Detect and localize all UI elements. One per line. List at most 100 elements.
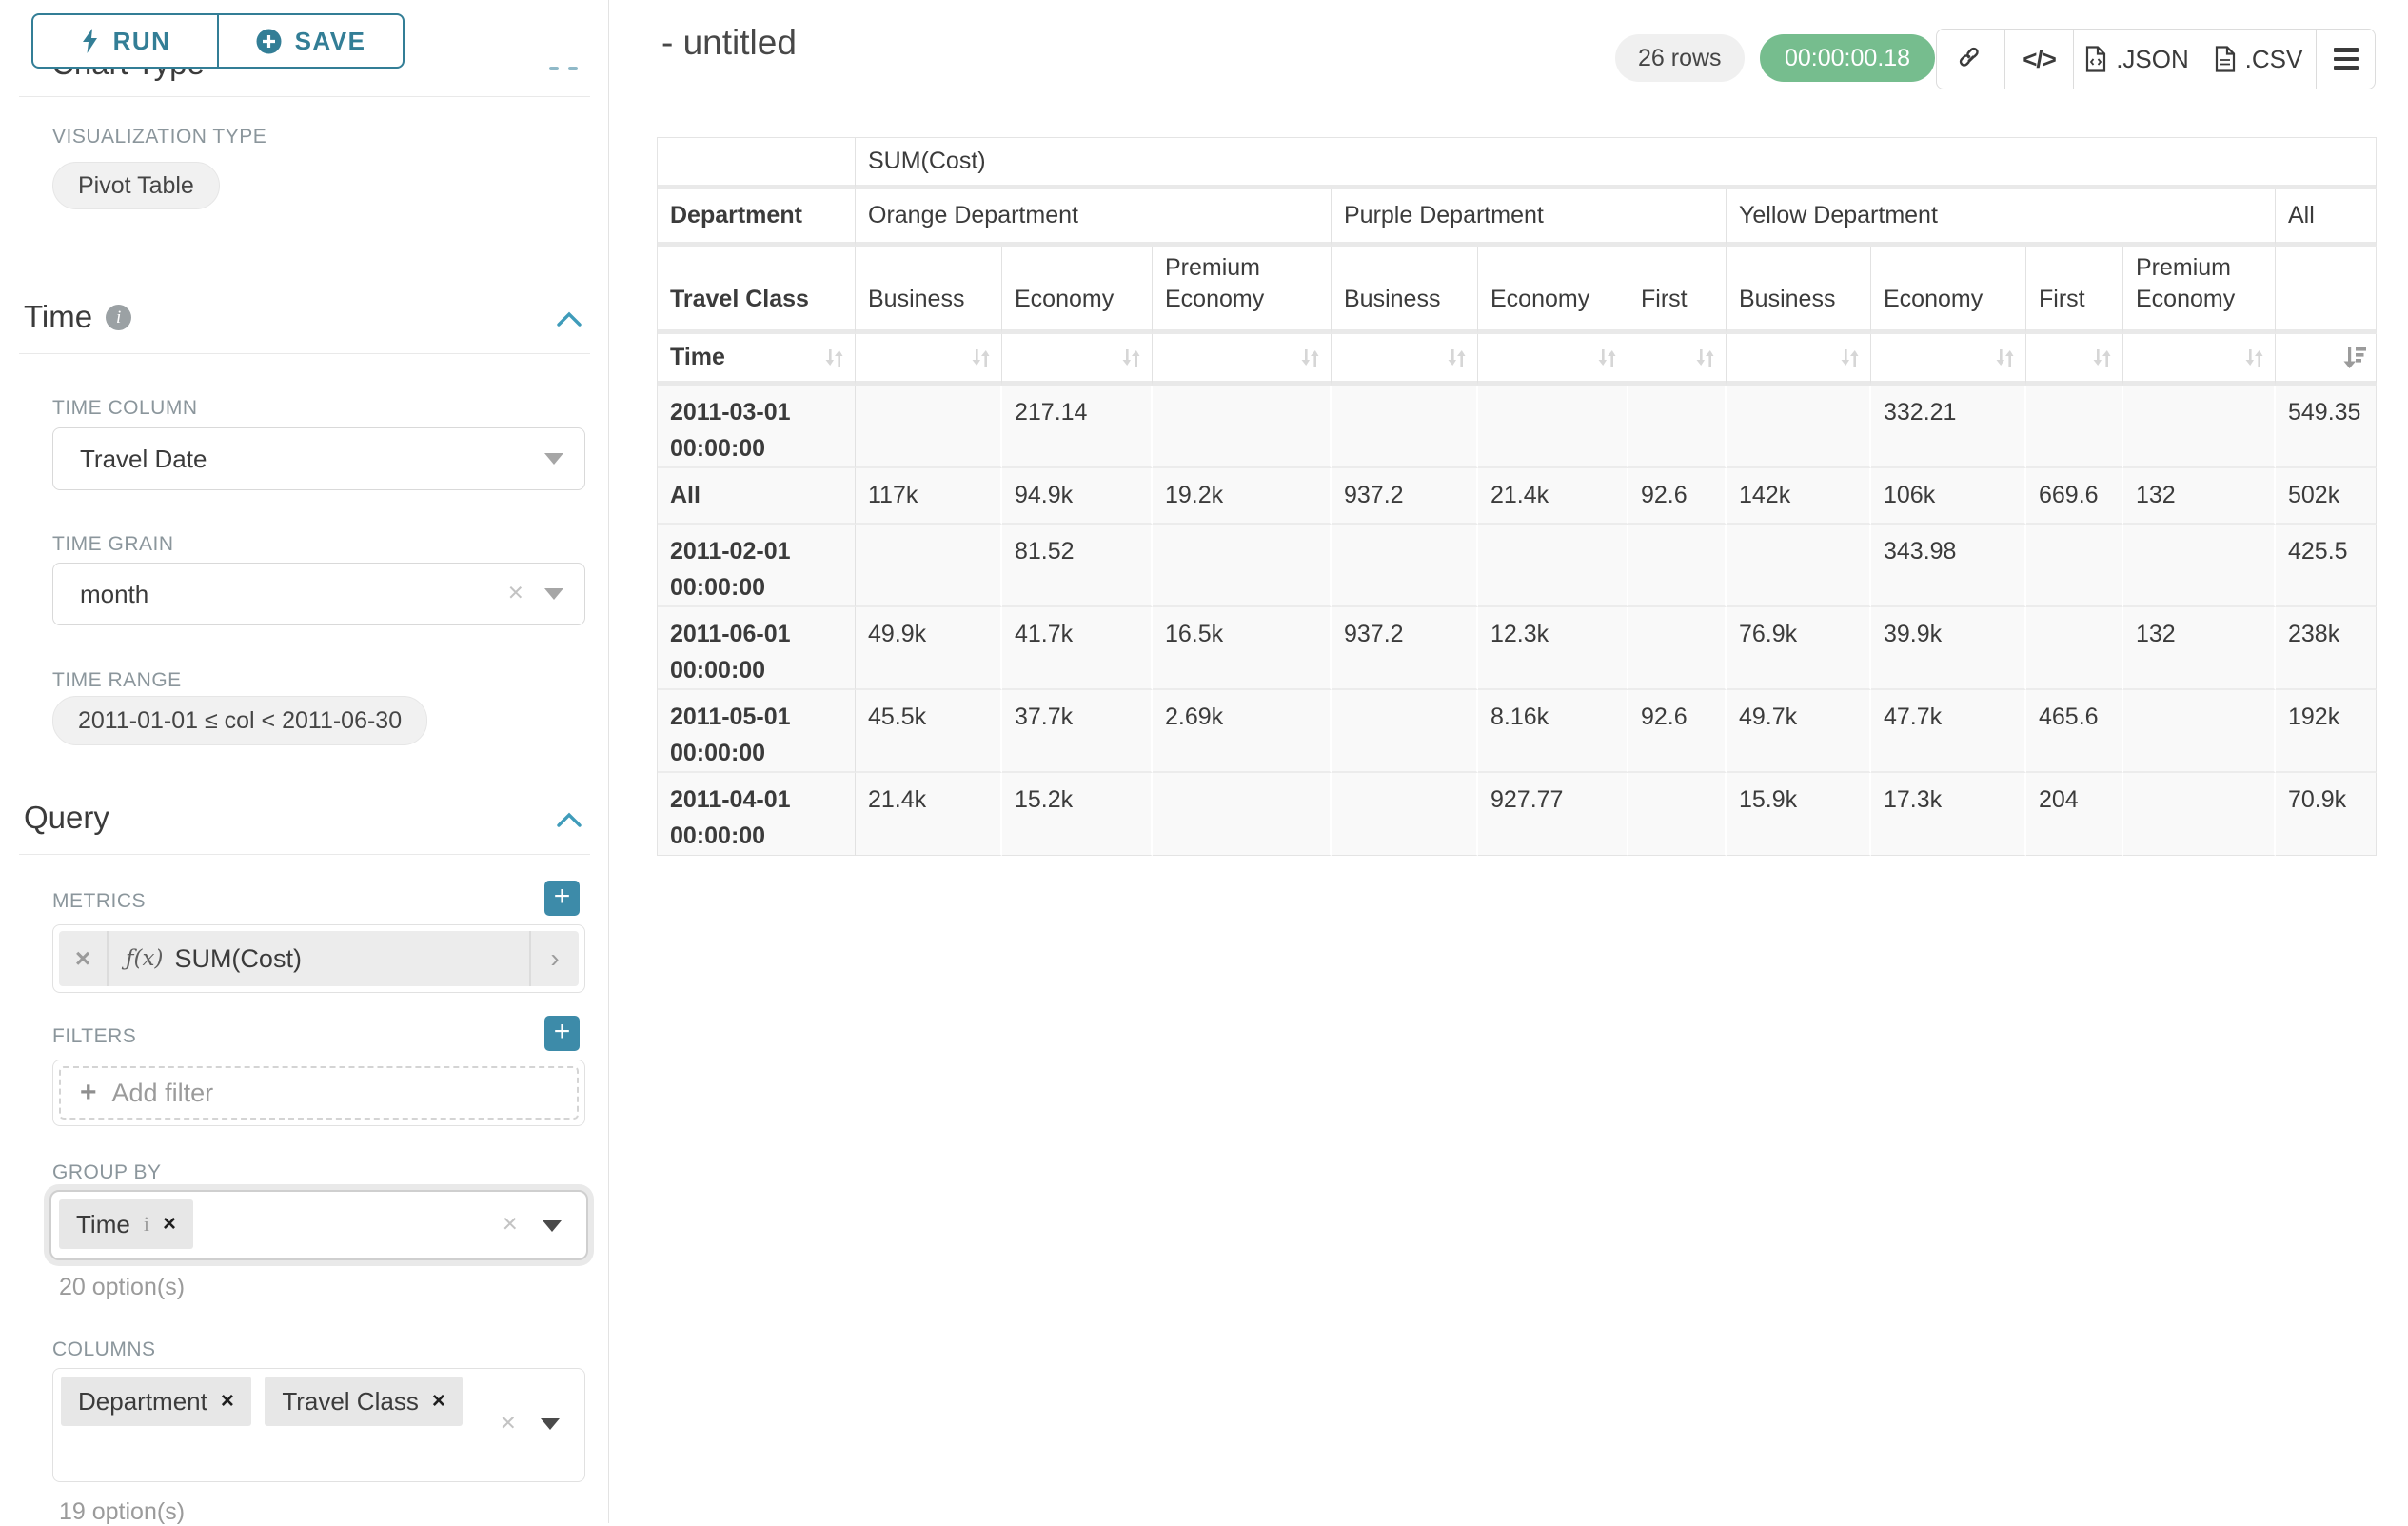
expand-metric-icon[interactable]: › [529,931,579,986]
add-filter-plus-button[interactable]: + [544,1016,580,1051]
group-by-chip-time[interactable]: Time i × [59,1199,193,1249]
add-filter-button[interactable]: + Add filter [59,1066,579,1120]
pivot-cell: 70.9k [2276,773,2377,856]
pivot-cell: 204 [2026,773,2123,856]
metric-body[interactable]: ƒ(x) SUM(Cost) [109,931,529,986]
table-row: 2011-03-01 00:00:00217.14332.21549.35 [658,386,2377,468]
chart-area: - untitled 26 rows 00:00:00.18 </> .JSON [610,0,2408,1523]
remove-chip-icon[interactable]: × [432,1388,445,1415]
view-query-button[interactable]: </> [2005,30,2074,89]
sort-cell[interactable] [1002,334,1153,386]
columns-select[interactable]: Department × Travel Class × × [52,1368,585,1482]
sort-cell[interactable] [2123,334,2276,386]
sort-cell-active[interactable] [2276,334,2377,386]
sort-icon[interactable] [1298,346,1323,370]
pivot-cell: 132 [2123,607,2276,690]
time-grain-value: month [80,564,148,624]
collapse-fragment-icon [568,67,578,70]
sort-icon[interactable] [1119,346,1144,370]
col-header: Premium Economy [1153,247,1332,334]
col-header: First [2026,247,2123,334]
metrics-label: METRICS [52,890,146,913]
time-column-select[interactable]: Travel Date [52,427,585,490]
pivot-cell: 12.3k [1478,607,1628,690]
export-csv-button[interactable]: .CSV [2201,30,2317,89]
metric-value: SUM(Cost) [174,944,302,974]
collapse-time-section-icon[interactable] [557,311,582,327]
more-options-button[interactable] [2317,30,2375,89]
sort-icon[interactable] [1595,346,1620,370]
clear-icon[interactable]: × [503,1209,518,1239]
col-header: Premium Economy [2123,247,2276,334]
remove-chip-icon[interactable]: × [221,1388,234,1415]
hamburger-menu-icon [2334,48,2359,70]
sort-cell[interactable] [856,334,1002,386]
export-json-button[interactable]: .JSON [2074,30,2201,89]
sort-icon[interactable] [2090,346,2115,370]
time-column-label: TIME COLUMN [52,397,198,420]
row-header: 2011-05-01 00:00:00 [658,690,856,773]
pivot-cell [2123,690,2276,773]
time-range-pill[interactable]: 2011-01-01 ≤ col < 2011-06-30 [52,696,427,745]
columns-chip-department[interactable]: Department × [61,1377,251,1426]
time-section-heading: Time i [24,299,131,335]
sort-icon[interactable] [1693,346,1718,370]
pivot-cell: 106k [1871,468,2026,525]
sort-icon[interactable] [969,346,994,370]
table-row: All117k94.9k19.2k937.221.4k92.6142k106k6… [658,468,2377,525]
group-by-select[interactable]: Time i × × [49,1190,588,1260]
sort-icon[interactable] [2242,346,2267,370]
pivot-cell [1628,525,1727,607]
sort-icon[interactable] [822,346,847,370]
columns-chip-travel-class[interactable]: Travel Class × [265,1377,463,1426]
pivot-cell [1153,773,1332,856]
pivot-cell: 343.98 [1871,525,2026,607]
sort-cell[interactable] [1727,334,1871,386]
col-header [2276,247,2377,334]
chart-title[interactable]: - untitled [661,23,797,63]
viz-type-label: VISUALIZATION TYPE [52,126,266,149]
pivot-cell [1332,690,1478,773]
department-dimension-label: Department [658,189,856,247]
metric-chip[interactable]: × ƒ(x) SUM(Cost) › [59,931,579,986]
travel-class-header-row: Travel Class Business Economy Premium Ec… [658,247,2377,334]
sort-cell[interactable] [1628,334,1727,386]
group-by-options-count: 20 option(s) [59,1274,185,1301]
pivot-cell [1332,773,1478,856]
time-grain-select[interactable]: month × [52,563,585,625]
pivot-cell: 549.35 [2276,386,2377,468]
viz-type-pill[interactable]: Pivot Table [52,162,220,209]
pivot-table: SUM(Cost) Department Orange Department P… [657,137,2377,856]
export-toolbar: </> .JSON .CSV [1936,29,2376,89]
pivot-cell: 2.69k [1153,690,1332,773]
remove-chip-icon[interactable]: × [163,1211,176,1238]
share-link-button[interactable] [1937,30,2005,89]
collapse-fragment-icon [549,67,559,70]
save-button[interactable]: SAVE [217,15,403,67]
pivot-cell [1478,386,1628,468]
pivot-cell: 17.3k [1871,773,2026,856]
sort-icon[interactable] [1993,346,2018,370]
add-metric-button[interactable]: + [544,881,580,916]
pivot-cell: 117k [856,468,1002,525]
remove-metric-icon[interactable]: × [59,931,109,986]
clear-icon[interactable]: × [501,1408,516,1438]
pivot-cell: 937.2 [1332,468,1478,525]
sort-cell[interactable] [1871,334,2026,386]
sort-cell[interactable] [1332,334,1478,386]
clear-icon[interactable]: × [508,578,523,608]
time-sort-cell[interactable]: Time [658,334,856,386]
sort-cell[interactable] [2026,334,2123,386]
query-section-label: Query [24,800,109,836]
sort-icon[interactable] [1445,346,1470,370]
sort-cell[interactable] [1153,334,1332,386]
filters-container: + Add filter [52,1060,585,1126]
collapse-query-section-icon[interactable] [557,812,582,827]
row-header: 2011-02-01 00:00:00 [658,525,856,607]
plus-circle-icon [256,29,282,54]
run-button[interactable]: RUN [33,15,217,67]
sort-cell[interactable] [1478,334,1628,386]
pivot-cell [1332,386,1478,468]
sort-icon[interactable] [1838,346,1863,370]
sort-descending-icon[interactable] [2341,345,2368,371]
